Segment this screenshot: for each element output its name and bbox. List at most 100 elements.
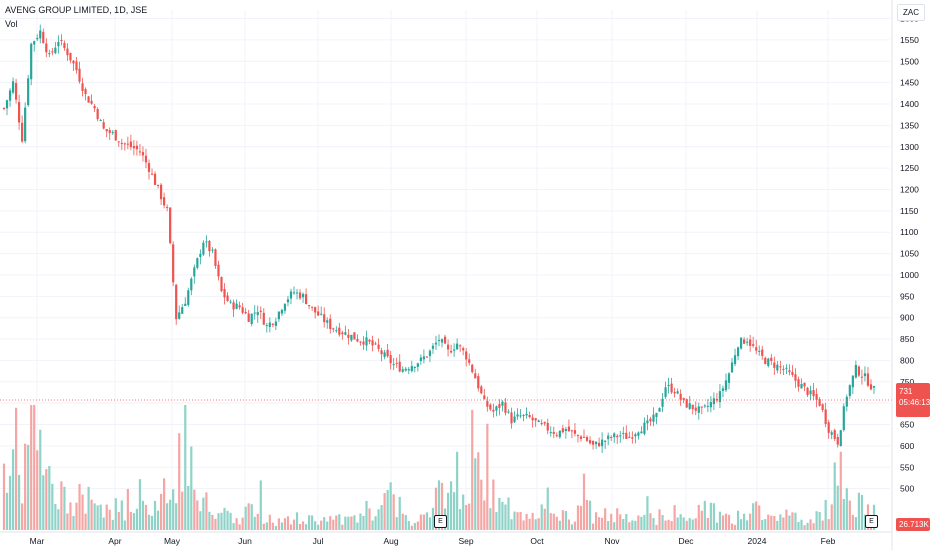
candle-body — [135, 145, 139, 150]
volume-bar — [144, 504, 148, 530]
volume-bar — [848, 500, 851, 530]
candle-body — [39, 30, 42, 39]
candle-body — [860, 376, 864, 378]
candle-body — [676, 391, 679, 394]
candle-body — [489, 404, 492, 410]
volume-bar — [646, 496, 649, 530]
volume-bar — [262, 523, 265, 530]
candle-body — [172, 244, 175, 283]
volume-bar — [283, 518, 287, 530]
candle-body — [383, 352, 386, 357]
last-price-value: 731 — [899, 387, 913, 396]
candle-body — [111, 132, 114, 134]
volume-bar — [537, 518, 540, 530]
candle-body — [96, 109, 99, 120]
candle-body — [582, 436, 586, 438]
volume-bar — [830, 504, 833, 530]
candle-body — [546, 422, 549, 431]
currency-label[interactable]: ZAC — [897, 4, 925, 21]
volume-bar — [401, 513, 404, 530]
volume-bar — [752, 503, 755, 530]
candle-body — [492, 409, 495, 412]
candle-body — [670, 383, 673, 393]
volume-bar — [661, 515, 664, 530]
chart-header: AVENG GROUP LIMITED, 1D, JSE Vol — [5, 4, 147, 30]
candle-body — [598, 442, 601, 447]
candle-body — [809, 390, 812, 395]
volume-bar — [694, 518, 697, 530]
candle-body — [462, 348, 465, 351]
time-axis[interactable]: Mar Apr May Jun Jul Aug Sep Oct Nov Dec 2024 Feb — [30, 536, 836, 546]
volume-bar — [625, 514, 628, 530]
volume-bar — [573, 521, 577, 530]
volume-bar — [66, 513, 69, 530]
candle-body — [229, 301, 232, 303]
candle-body — [812, 390, 815, 397]
volume-bar — [833, 462, 836, 530]
price-axis[interactable]: 1600155015001450140013501300125012001150… — [900, 14, 919, 494]
candle-body — [573, 430, 577, 434]
price-tick-label: 1200 — [900, 184, 919, 194]
grid-lines — [0, 10, 890, 530]
volume-bar — [60, 481, 63, 530]
candle-body — [184, 303, 187, 306]
candle-body — [329, 318, 332, 330]
volume-bar — [643, 514, 646, 530]
candle-body — [688, 403, 691, 409]
volume-bar — [419, 514, 422, 530]
candle-body — [752, 344, 755, 346]
volume-bar — [474, 458, 477, 530]
candle-body — [163, 197, 166, 206]
volume-bar — [18, 474, 21, 530]
volume-bar — [241, 517, 244, 530]
volume-bar — [5, 492, 9, 530]
volume-bar — [416, 521, 419, 530]
candle-body — [797, 379, 800, 387]
candle-body — [667, 384, 670, 387]
earnings-event-marker[interactable]: E — [865, 515, 878, 528]
candle-body — [634, 434, 637, 437]
candle-body — [247, 313, 250, 322]
volume-bar — [730, 523, 734, 530]
candle-body — [440, 339, 444, 343]
volume-bar — [175, 503, 178, 530]
candle-body — [298, 292, 302, 299]
time-tick-label: Mar — [30, 536, 45, 546]
candle-body — [202, 242, 205, 255]
volume-bar — [658, 509, 661, 530]
volume-bar — [81, 494, 84, 530]
volume-bar — [368, 508, 371, 530]
candle-body — [416, 363, 419, 367]
candle-body — [510, 412, 513, 424]
candle-body — [286, 299, 290, 303]
symbol-title[interactable]: AVENG GROUP LIMITED, 1D, JSE — [5, 5, 148, 15]
volume-bar — [736, 510, 740, 530]
candle-body — [776, 364, 779, 371]
volume-bar — [30, 405, 33, 530]
volume-bar — [528, 518, 531, 530]
price-tick-label: 1250 — [900, 163, 919, 173]
volume-bar — [546, 487, 549, 530]
candle-body — [628, 436, 631, 438]
volume-bar — [78, 484, 81, 530]
volume-bar — [87, 486, 90, 530]
volume-bar — [289, 524, 293, 530]
earnings-event-marker[interactable]: E — [434, 515, 447, 528]
volume-bar — [449, 481, 453, 530]
volume-bar — [33, 405, 36, 530]
volume-bar — [516, 512, 519, 530]
candle-body — [613, 433, 616, 438]
candle-body — [601, 439, 604, 447]
candle-body — [561, 428, 564, 433]
candle-body — [223, 288, 226, 298]
volume-bar — [797, 522, 800, 530]
volume-bar — [51, 483, 54, 530]
candle-body — [845, 396, 848, 407]
volume-label[interactable]: Vol — [5, 19, 18, 29]
candle-body — [782, 368, 785, 370]
volume-bar — [588, 500, 592, 530]
candle-body — [159, 184, 163, 200]
volume-bar — [132, 513, 135, 530]
candle-body — [126, 143, 129, 145]
candle-body — [268, 322, 271, 327]
